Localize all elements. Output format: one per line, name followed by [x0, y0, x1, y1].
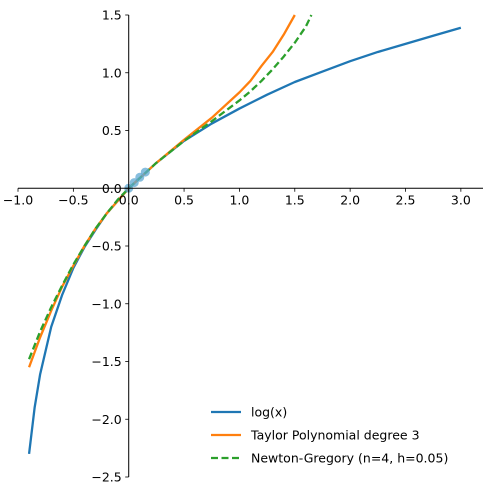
x-tick-label: 0.5 [174, 192, 194, 207]
x-tick-label: −1.0 [3, 192, 33, 207]
legend: log(x) Taylor Polynomial degree 3 Newton-G… [211, 405, 448, 466]
x-tick-label: 3.0 [451, 192, 471, 207]
sample-points-layer [124, 167, 150, 193]
legend-label-0: log(x) [251, 405, 287, 420]
x-tick-label: −0.5 [58, 192, 88, 207]
series-line-1 [27, 14, 296, 368]
curves-layer [27, 14, 462, 455]
y-ticks: −2.5 −2.0 −1.5 −1.0 −0.5 0.0 0.5 1.0 1.5 [91, 8, 129, 485]
x-tick-label: 1.0 [229, 192, 249, 207]
legend-label-1: Taylor Polynomial degree 3 [250, 428, 420, 443]
x-tick-label: 2.5 [396, 192, 416, 207]
y-tick-label: −2.0 [91, 412, 121, 427]
y-tick-label: −1.5 [91, 354, 121, 369]
sample-point [140, 167, 150, 177]
y-tick-label: 0.5 [102, 123, 122, 138]
y-tick-label: −1.0 [91, 296, 121, 311]
y-tick-label: 1.5 [102, 8, 122, 23]
x-ticks: −1.0 −0.5 0.0 0.5 1.0 1.5 2.0 2.5 3.0 [3, 188, 471, 207]
y-tick-label: −0.5 [91, 239, 121, 254]
x-tick-label: 0.0 [119, 192, 139, 207]
x-tick-label: 1.5 [285, 192, 305, 207]
series-line-2 [28, 14, 313, 360]
y-tick-label: 0.0 [102, 181, 122, 196]
y-tick-label: −2.5 [91, 470, 121, 485]
x-tick-label: 2.0 [340, 192, 360, 207]
legend-label-2: Newton-Gregory (n=4, h=0.05) [251, 451, 448, 466]
y-tick-label: 1.0 [102, 65, 122, 80]
